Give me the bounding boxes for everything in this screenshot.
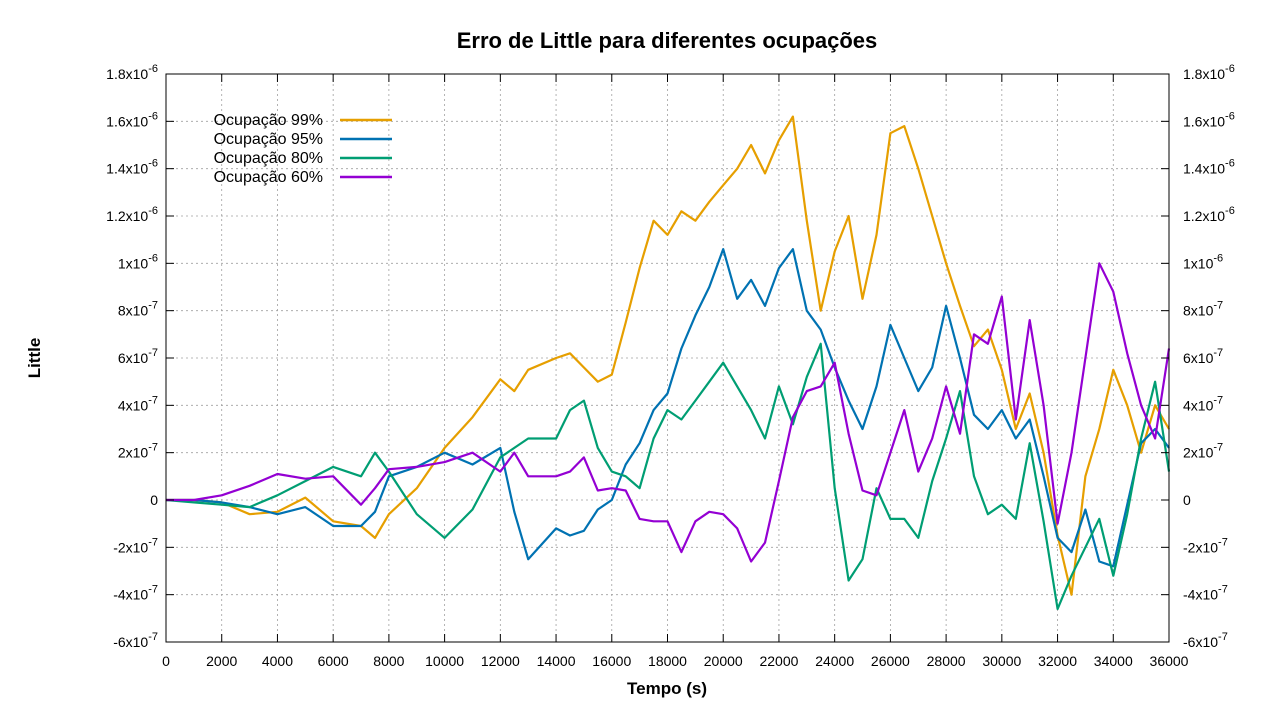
legend-label: Ocupação 60%	[214, 169, 323, 186]
legend-entry-4: Ocupação 60%	[214, 169, 392, 186]
x-tick-label: 24000	[815, 653, 854, 669]
y-tick-label: 1.8x10-6	[1183, 63, 1235, 82]
legend-label: Ocupação 99%	[214, 112, 323, 129]
y-tick-label: 0	[150, 492, 158, 508]
chart-title: Erro de Little para diferentes ocupações	[457, 28, 878, 53]
x-tick-label: 16000	[592, 653, 631, 669]
y-tick-label: 4x10-7	[1183, 394, 1223, 413]
y-tick-label: 1x10-6	[118, 252, 158, 271]
legend-label: Ocupação 95%	[214, 131, 323, 148]
y-axis-right-ticks: 1.8x10-6 1.6x10-6 1.4x10-6 1.2x10-6 1x10-6 8x…	[1161, 63, 1235, 650]
y-tick-label: 2x10-7	[118, 442, 158, 461]
x-tick-label: 10000	[425, 653, 464, 669]
series-line-4	[166, 262, 1171, 563]
x-tick-label: 6000	[318, 653, 349, 669]
y-tick-label: 1.4x10-6	[1183, 158, 1235, 177]
x-tick-label: 34000	[1094, 653, 1133, 669]
y-axis-label: Little	[25, 338, 44, 379]
x-tick-label: 20000	[704, 653, 743, 669]
x-tick-label: 0	[162, 653, 170, 669]
legend: Ocupação 99% Ocupação 95% Ocupação 80% Ocup…	[214, 112, 392, 186]
y-tick-label: 1.6x10-6	[1183, 110, 1235, 129]
x-tick-label: 18000	[648, 653, 687, 669]
x-tick-label: 26000	[871, 653, 910, 669]
legend-entry-1: Ocupação 99%	[214, 112, 392, 129]
y-tick-label: -4x10-7	[113, 584, 158, 603]
x-tick-label: 36000	[1150, 653, 1189, 669]
y-tick-label: 6x10-7	[118, 347, 158, 366]
y-tick-label: -6x10-7	[1183, 631, 1228, 650]
series-line-3	[165, 342, 1171, 611]
y-tick-label: 1.4x10-6	[106, 158, 158, 177]
legend-entry-2: Ocupação 95%	[214, 131, 392, 148]
y-tick-label: -2x10-7	[113, 536, 158, 555]
y-tick-label: 6x10-7	[1183, 347, 1223, 366]
x-tick-label: 32000	[1038, 653, 1077, 669]
x-axis-label: Tempo (s)	[627, 679, 707, 698]
series-lines	[165, 115, 1171, 611]
y-tick-label: 1.6x10-6	[106, 110, 158, 129]
y-tick-label: 2x10-7	[1183, 442, 1223, 461]
series-line-1	[166, 115, 1170, 596]
y-tick-label: 1.8x10-6	[106, 63, 158, 82]
y-tick-label: -4x10-7	[1183, 584, 1228, 603]
y-tick-label: 0	[1183, 492, 1191, 508]
grid	[166, 74, 1169, 642]
x-tick-label: 2000	[206, 653, 237, 669]
y-tick-label: 8x10-7	[118, 300, 158, 319]
x-tick-label: 28000	[927, 653, 966, 669]
x-axis-ticks: 0 2000 4000 6000 8000 10000 12000 14000 16000 180…	[162, 74, 1189, 669]
legend-entry-3: Ocupação 80%	[214, 150, 392, 167]
y-tick-label: 1.2x10-6	[106, 205, 158, 224]
x-tick-label: 30000	[982, 653, 1021, 669]
x-tick-label: 12000	[481, 653, 520, 669]
y-tick-label: 8x10-7	[1183, 300, 1223, 319]
x-tick-label: 4000	[262, 653, 293, 669]
y-tick-label: -6x10-7	[113, 631, 158, 650]
x-tick-label: 22000	[759, 653, 798, 669]
y-tick-label: 1.2x10-6	[1183, 205, 1235, 224]
y-axis-left-ticks: 1.8x10-6 1.6x10-6 1.4x10-6 1.2x10-6 1x10-6 8x…	[106, 63, 174, 650]
y-tick-label: 4x10-7	[118, 394, 158, 413]
y-tick-label: -2x10-7	[1183, 536, 1228, 555]
x-tick-label: 14000	[537, 653, 576, 669]
y-tick-label: 1x10-6	[1183, 252, 1223, 271]
x-tick-label: 8000	[373, 653, 404, 669]
legend-label: Ocupação 80%	[214, 150, 323, 167]
